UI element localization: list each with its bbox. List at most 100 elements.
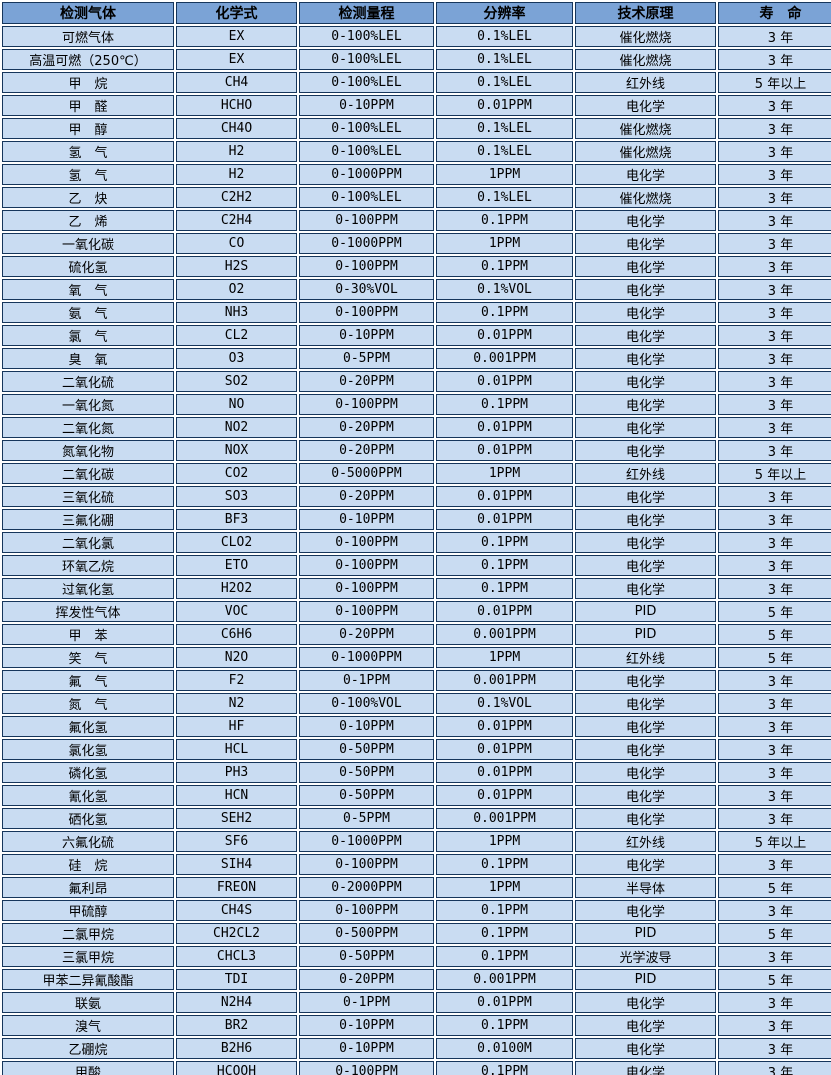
cell-lifespan: 3 年 — [718, 808, 831, 829]
cell-range: 0-5000PPM — [299, 463, 434, 484]
cell-principle: 催化燃烧 — [575, 118, 716, 139]
col-header-range: 检测量程 — [299, 2, 434, 24]
cell-range: 0-100PPM — [299, 210, 434, 231]
cell-principle: 红外线 — [575, 647, 716, 668]
cell-gas: 氧 气 — [2, 279, 174, 300]
header-row: 检测气体 化学式 检测量程 分辨率 技术原理 寿 命 — [2, 2, 831, 24]
table-row: 氢 气 H2 0-1000PPM 1PPM 电化学 3 年 — [2, 164, 831, 185]
cell-range: 0-10PPM — [299, 95, 434, 116]
cell-formula: C2H4 — [176, 210, 297, 231]
cell-resolution: 0.1PPM — [436, 854, 573, 875]
cell-gas: 磷化氢 — [2, 762, 174, 783]
table-row: 乙 炔 C2H2 0-100%LEL 0.1%LEL 催化燃烧 3 年 — [2, 187, 831, 208]
cell-gas: 氟化氢 — [2, 716, 174, 737]
cell-principle: 光学波导 — [575, 946, 716, 967]
cell-formula: C2H2 — [176, 187, 297, 208]
cell-formula: N2H4 — [176, 992, 297, 1013]
cell-range: 0-500PPM — [299, 923, 434, 944]
cell-range: 0-100PPM — [299, 578, 434, 599]
cell-lifespan: 3 年 — [718, 762, 831, 783]
cell-gas: 联氨 — [2, 992, 174, 1013]
cell-gas: 甲硫醇 — [2, 900, 174, 921]
cell-formula: SO3 — [176, 486, 297, 507]
table-row: 笑 气 N2O 0-1000PPM 1PPM 红外线 5 年 — [2, 647, 831, 668]
cell-resolution: 0.001PPM — [436, 348, 573, 369]
cell-lifespan: 3 年 — [718, 739, 831, 760]
cell-lifespan: 3 年 — [718, 371, 831, 392]
cell-principle: PID — [575, 923, 716, 944]
cell-gas: 溴气 — [2, 1015, 174, 1036]
cell-formula: CH4S — [176, 900, 297, 921]
cell-formula: O3 — [176, 348, 297, 369]
cell-formula: H2 — [176, 164, 297, 185]
cell-principle: 电化学 — [575, 555, 716, 576]
cell-resolution: 0.0100M — [436, 1038, 573, 1059]
cell-principle: PID — [575, 969, 716, 990]
cell-gas: 甲 苯 — [2, 624, 174, 645]
cell-principle: 电化学 — [575, 693, 716, 714]
cell-resolution: 0.01PPM — [436, 739, 573, 760]
table-row: 三氧化硫 SO3 0-20PPM 0.01PPM 电化学 3 年 — [2, 486, 831, 507]
cell-resolution: 0.1%LEL — [436, 118, 573, 139]
cell-gas: 氢 气 — [2, 141, 174, 162]
cell-formula: NO2 — [176, 417, 297, 438]
cell-principle: 电化学 — [575, 256, 716, 277]
cell-lifespan: 3 年 — [718, 509, 831, 530]
cell-formula: N2O — [176, 647, 297, 668]
col-header-lifespan: 寿 命 — [718, 2, 831, 24]
col-header-gas: 检测气体 — [2, 2, 174, 24]
cell-principle: 电化学 — [575, 486, 716, 507]
cell-formula: HCHO — [176, 95, 297, 116]
cell-formula: TDI — [176, 969, 297, 990]
cell-resolution: 0.1%LEL — [436, 49, 573, 70]
cell-gas: 一氧化碳 — [2, 233, 174, 254]
cell-principle: 电化学 — [575, 417, 716, 438]
cell-range: 0-100PPM — [299, 1061, 434, 1075]
cell-principle: 催化燃烧 — [575, 141, 716, 162]
cell-range: 0-100PPM — [299, 900, 434, 921]
cell-lifespan: 3 年 — [718, 164, 831, 185]
cell-gas: 甲 醇 — [2, 118, 174, 139]
cell-formula: HCOOH — [176, 1061, 297, 1075]
cell-resolution: 0.001PPM — [436, 808, 573, 829]
cell-formula: CL2 — [176, 325, 297, 346]
cell-lifespan: 3 年 — [718, 302, 831, 323]
cell-principle: 半导体 — [575, 877, 716, 898]
cell-gas: 甲酸 — [2, 1061, 174, 1075]
cell-gas: 氢 气 — [2, 164, 174, 185]
cell-principle: 电化学 — [575, 578, 716, 599]
cell-range: 0-100PPM — [299, 302, 434, 323]
table-row: 臭 氧 O3 0-5PPM 0.001PPM 电化学 3 年 — [2, 348, 831, 369]
cell-resolution: 0.01PPM — [436, 325, 573, 346]
cell-lifespan: 3 年 — [718, 693, 831, 714]
cell-formula: CH4O — [176, 118, 297, 139]
cell-gas: 硒化氢 — [2, 808, 174, 829]
cell-formula: CLO2 — [176, 532, 297, 553]
cell-principle: 电化学 — [575, 785, 716, 806]
cell-range: 0-100%LEL — [299, 49, 434, 70]
cell-range: 0-50PPM — [299, 739, 434, 760]
table-row: 氮氧化物 NOX 0-20PPM 0.01PPM 电化学 3 年 — [2, 440, 831, 461]
table-row: 氯化氢 HCL 0-50PPM 0.01PPM 电化学 3 年 — [2, 739, 831, 760]
cell-range: 0-100PPM — [299, 601, 434, 622]
cell-range: 0-1000PPM — [299, 647, 434, 668]
cell-principle: 电化学 — [575, 279, 716, 300]
cell-resolution: 0.1%VOL — [436, 279, 573, 300]
cell-range: 0-100%LEL — [299, 72, 434, 93]
cell-resolution: 0.1PPM — [436, 394, 573, 415]
cell-lifespan: 5 年 — [718, 969, 831, 990]
cell-gas: 甲 醛 — [2, 95, 174, 116]
cell-gas: 臭 氧 — [2, 348, 174, 369]
cell-resolution: 0.1PPM — [436, 256, 573, 277]
cell-gas: 三氧化硫 — [2, 486, 174, 507]
table-row: 氯 气 CL2 0-10PPM 0.01PPM 电化学 3 年 — [2, 325, 831, 346]
cell-resolution: 0.001PPM — [436, 670, 573, 691]
cell-formula: CO — [176, 233, 297, 254]
cell-range: 0-50PPM — [299, 785, 434, 806]
table-row: 甲苯二异氰酸酯 TDI 0-20PPM 0.001PPM PID 5 年 — [2, 969, 831, 990]
table-row: 氟 气 F2 0-1PPM 0.001PPM 电化学 3 年 — [2, 670, 831, 691]
cell-principle: 电化学 — [575, 808, 716, 829]
table-row: 甲 醇 CH4O 0-100%LEL 0.1%LEL 催化燃烧 3 年 — [2, 118, 831, 139]
cell-principle: 电化学 — [575, 210, 716, 231]
cell-formula: SIH4 — [176, 854, 297, 875]
